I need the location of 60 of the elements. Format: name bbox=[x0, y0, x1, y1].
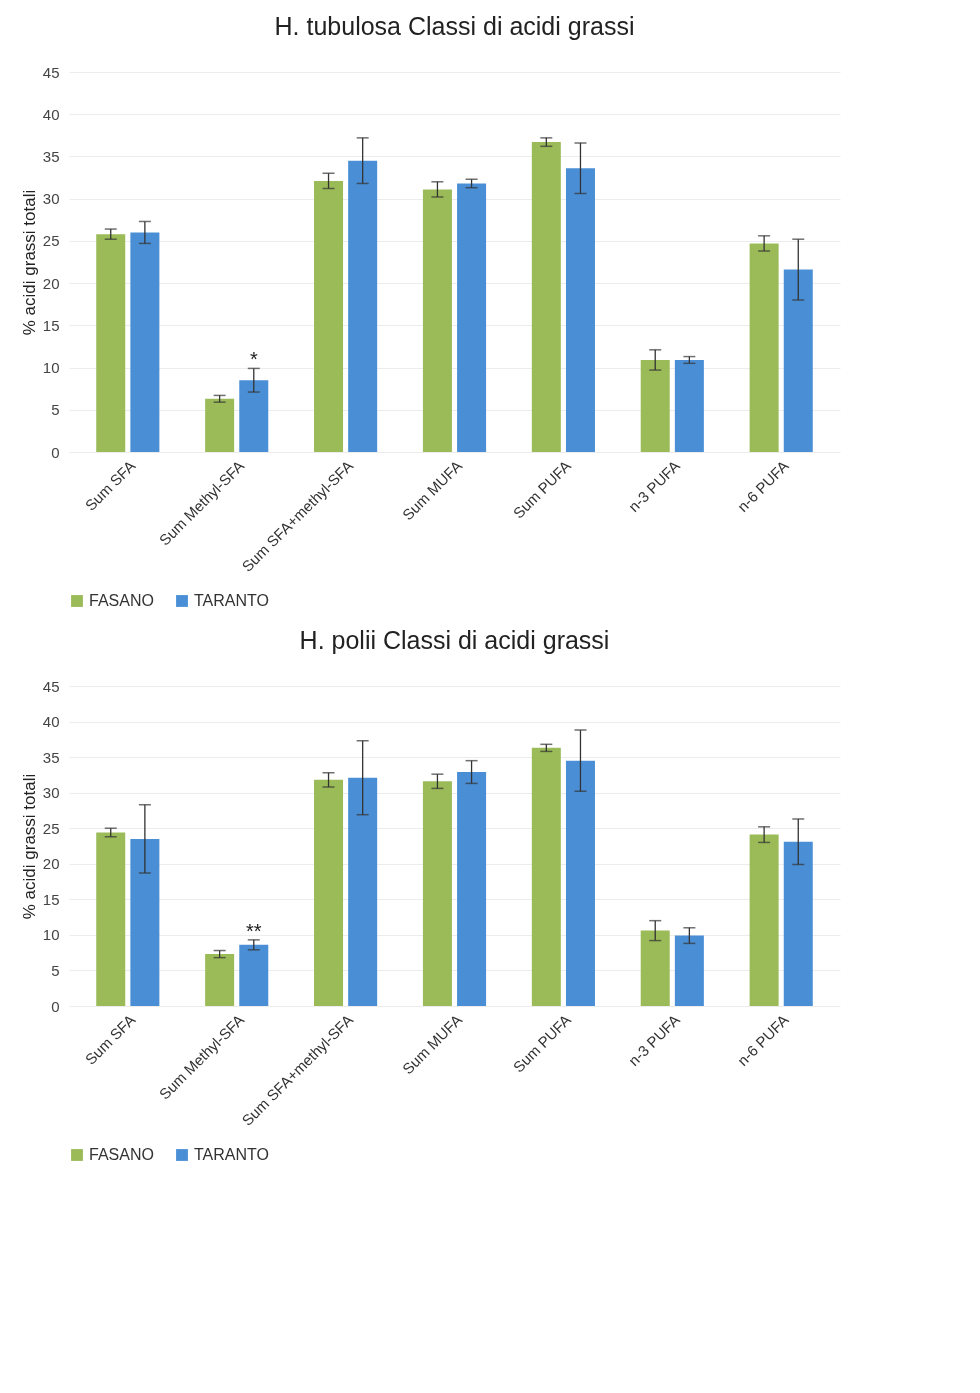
y-tick-label: 40 bbox=[42, 713, 60, 731]
y-tick-label: 25 bbox=[42, 819, 60, 837]
bar bbox=[348, 160, 378, 452]
y-tick-label: 20 bbox=[42, 274, 60, 292]
legend-label: FASANO bbox=[89, 1146, 154, 1163]
bar bbox=[457, 772, 487, 1006]
y-tick-label: 45 bbox=[42, 63, 60, 81]
bar bbox=[96, 234, 126, 452]
x-tick-label: Sum SFA bbox=[81, 457, 139, 514]
y-tick-label: 10 bbox=[42, 926, 60, 944]
y-tick-label: 5 bbox=[51, 961, 60, 979]
bar bbox=[531, 142, 561, 452]
y-tick-label: 35 bbox=[42, 748, 60, 766]
chart-title: H. polii Classi di acidi grassi bbox=[299, 626, 610, 654]
y-tick-label: 15 bbox=[42, 316, 60, 334]
legend-label: FASANO bbox=[89, 592, 154, 609]
bar bbox=[314, 779, 344, 1006]
bar bbox=[531, 747, 561, 1006]
bar bbox=[314, 180, 344, 452]
y-tick-label: 15 bbox=[42, 890, 60, 908]
bar bbox=[130, 838, 160, 1006]
annotation: * bbox=[249, 348, 258, 371]
bar bbox=[348, 777, 378, 1006]
y-tick-label: 20 bbox=[42, 855, 60, 873]
y-tick-label: 40 bbox=[42, 105, 60, 123]
y-tick-label: 30 bbox=[42, 190, 60, 208]
bar bbox=[205, 398, 235, 452]
bar bbox=[565, 760, 595, 1006]
bar bbox=[457, 183, 487, 452]
bar bbox=[130, 232, 160, 452]
bar bbox=[239, 380, 269, 452]
y-tick-label: 0 bbox=[51, 997, 60, 1015]
y-tick-label: 35 bbox=[42, 147, 60, 165]
bar bbox=[565, 168, 595, 452]
bar bbox=[422, 189, 452, 452]
bar bbox=[674, 359, 704, 452]
bar bbox=[422, 781, 452, 1006]
bar bbox=[749, 243, 779, 452]
y-axis-title: % acidi grassi totali bbox=[19, 189, 39, 336]
bar bbox=[640, 930, 670, 1006]
legend-label: TARANTO bbox=[194, 1146, 269, 1163]
chart-title: H. tubulosa Classi di acidi grassi bbox=[274, 12, 635, 40]
x-tick-label: Sum SFA bbox=[81, 1011, 139, 1068]
y-tick-label: 45 bbox=[42, 677, 60, 695]
y-tick-label: 10 bbox=[42, 359, 60, 377]
bar bbox=[783, 269, 813, 452]
y-tick-label: 5 bbox=[51, 401, 60, 419]
bar bbox=[640, 359, 670, 452]
bar bbox=[783, 841, 813, 1006]
bar bbox=[749, 834, 779, 1006]
bar bbox=[239, 944, 269, 1006]
legend-label: TARANTO bbox=[194, 592, 269, 609]
bar bbox=[96, 832, 126, 1006]
y-tick-label: 25 bbox=[42, 232, 60, 250]
annotation: ** bbox=[245, 919, 262, 942]
bar bbox=[674, 935, 704, 1006]
y-axis-title: % acidi grassi totali bbox=[19, 773, 39, 920]
y-tick-label: 0 bbox=[51, 443, 60, 461]
bar bbox=[205, 954, 235, 1006]
y-tick-label: 30 bbox=[42, 784, 60, 802]
